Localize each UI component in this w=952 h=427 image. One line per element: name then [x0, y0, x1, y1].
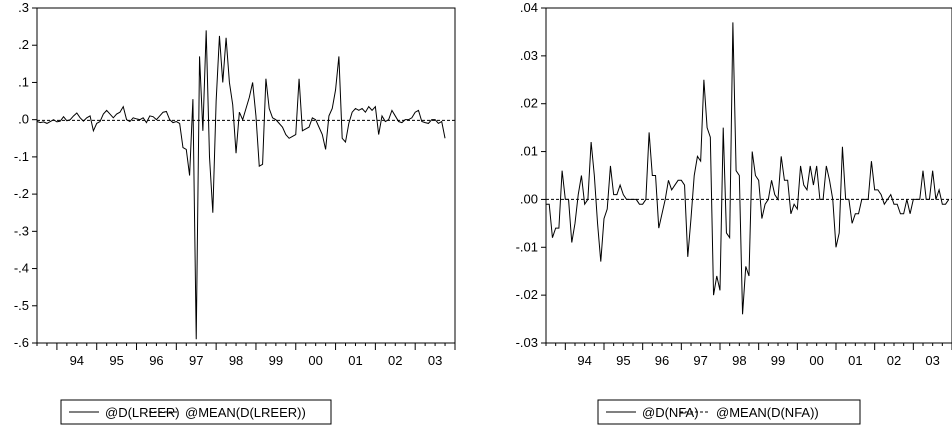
x-tick-label: 97	[189, 353, 203, 368]
x-tick-label: 96	[149, 353, 163, 368]
legend-series-label: @D(LREER)	[105, 405, 180, 420]
y-tick-label: -.3	[14, 223, 29, 238]
y-tick-label: -.2	[14, 186, 29, 201]
plot-frame	[36, 7, 456, 344]
y-tick-label: -.6	[14, 335, 29, 350]
legend: @D(LREER) @MEAN(D(LREER))	[60, 399, 332, 425]
y-tick-label: -.01	[516, 239, 538, 254]
y-tick-label: .02	[520, 96, 538, 111]
y-tick-label: -.5	[14, 298, 29, 313]
legend-series-label: @D(NFA)	[642, 405, 699, 420]
x-tick-label: 02	[887, 353, 901, 368]
x-tick-label: 94	[577, 353, 591, 368]
y-tick-label: .03	[520, 48, 538, 63]
x-tick-label: 99	[269, 353, 283, 368]
legend: @D(NFA) @MEAN(D(NFA))	[597, 399, 861, 425]
y-tick-label: .00	[520, 191, 538, 206]
y-tick-label: .2	[18, 37, 29, 52]
y-tick-label: -.02	[516, 287, 538, 302]
y-tick-label: .0	[18, 112, 29, 127]
x-tick-label: 98	[732, 353, 746, 368]
x-tick-label: 96	[655, 353, 669, 368]
x-tick-label: 01	[848, 353, 862, 368]
chart-lreer: .3 .2 .1 .0 -.1 -.2 -.3 -.4 -.5 -.6 94 95 96 97 98 99 00…	[14, 0, 456, 425]
y-tick-label: -.4	[14, 261, 29, 276]
x-tick-label: 94	[70, 353, 84, 368]
x-tick-label: 95	[616, 353, 630, 368]
legend-box	[597, 399, 861, 425]
x-tick-label: 03	[428, 353, 442, 368]
x-tick-label: 97	[693, 353, 707, 368]
legend-mean-label: @MEAN(D(LREER))	[185, 405, 306, 420]
y-tick-label: .1	[18, 74, 29, 89]
chart-nfa: .04 .03 .02 .01 .00 -.01 -.02 -.03 94 95 96 97 98 99 0…	[516, 0, 952, 425]
plot-frame	[545, 7, 952, 344]
x-tick-label: 01	[348, 353, 362, 368]
x-tick-label: 95	[109, 353, 123, 368]
x-tick-label: 99	[771, 353, 785, 368]
x-tick-label: 00	[809, 353, 823, 368]
y-tick-label: -.03	[516, 335, 538, 350]
x-tick-label: 02	[388, 353, 402, 368]
series-line	[546, 22, 950, 315]
x-tick-label: 98	[229, 353, 243, 368]
legend-mean-label: @MEAN(D(NFA))	[716, 405, 819, 420]
x-tick-label: 03	[925, 353, 939, 368]
y-tick-label: .3	[18, 0, 29, 15]
y-tick-label: .01	[520, 144, 538, 159]
y-tick-label: .04	[520, 0, 538, 15]
legend-box	[60, 399, 332, 425]
series-line	[37, 30, 446, 340]
y-tick-label: -.1	[14, 149, 29, 164]
x-tick-label: 00	[308, 353, 322, 368]
